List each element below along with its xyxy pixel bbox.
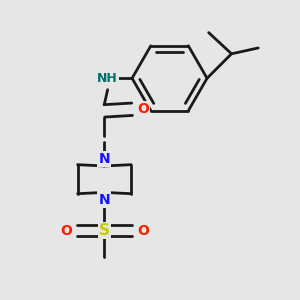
Text: N: N [98, 152, 110, 166]
Text: S: S [99, 223, 110, 238]
Text: NH: NH [97, 72, 118, 85]
Text: O: O [137, 102, 149, 116]
Text: O: O [137, 224, 149, 238]
Text: O: O [60, 224, 72, 238]
Text: N: N [98, 193, 110, 207]
